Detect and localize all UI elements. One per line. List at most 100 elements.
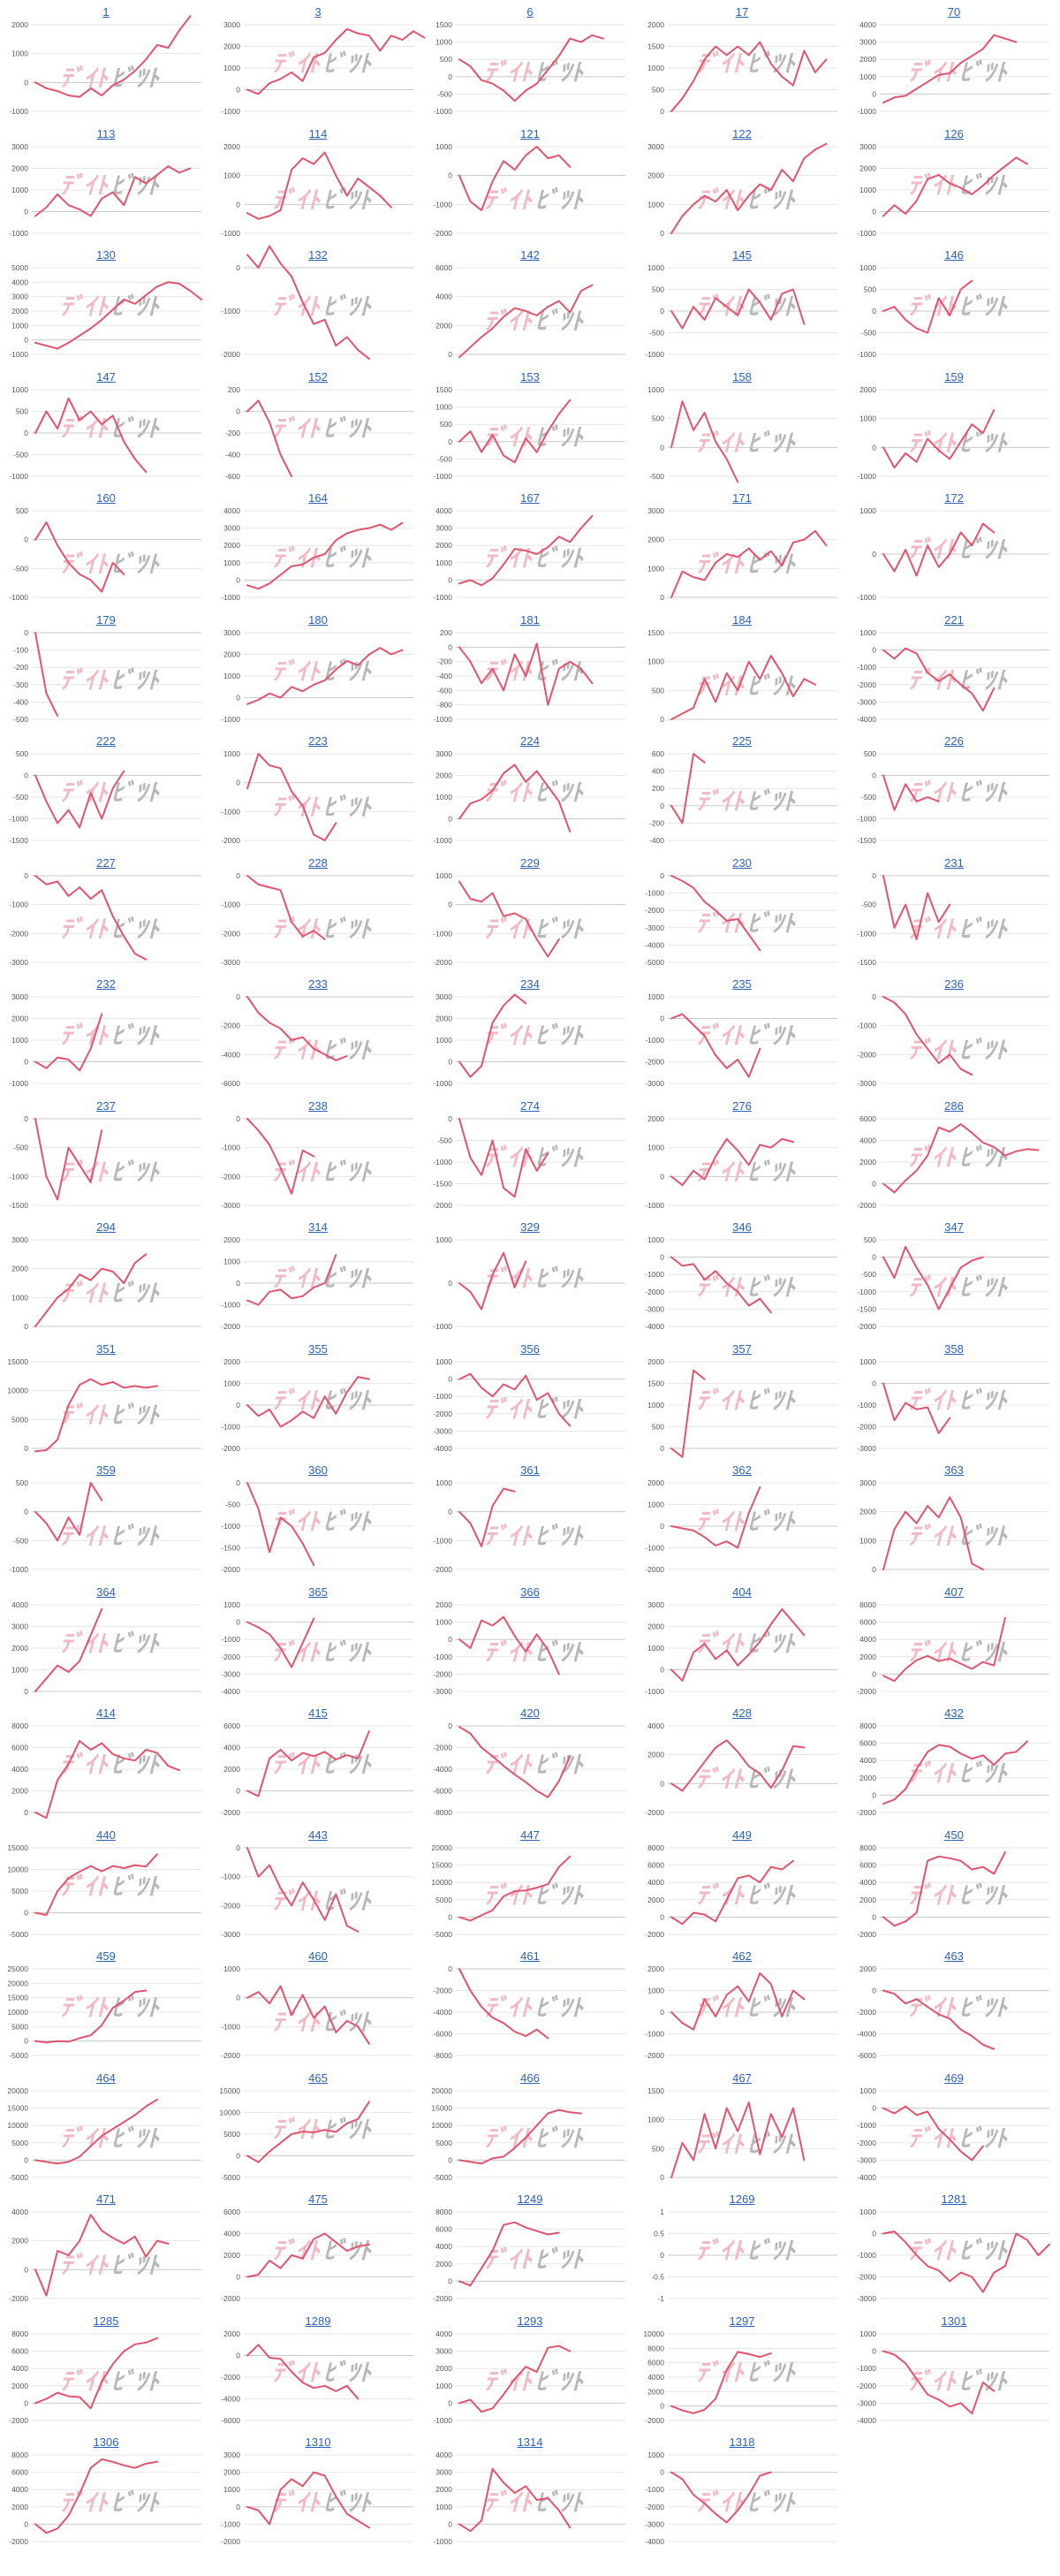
chart-title-link[interactable]: 1310 <box>305 2435 331 2449</box>
chart-title-link[interactable]: 236 <box>944 977 964 991</box>
chart-title-link[interactable]: 167 <box>520 491 540 505</box>
chart-title-link[interactable]: 414 <box>96 1706 116 1720</box>
chart-title-link[interactable]: 164 <box>308 491 328 505</box>
chart-title-link[interactable]: 235 <box>732 977 752 991</box>
chart-title-link[interactable]: 366 <box>520 1584 540 1599</box>
chart-title-link[interactable]: 1249 <box>517 2192 543 2206</box>
chart-title-link[interactable]: 6 <box>526 5 534 19</box>
chart-title-link[interactable]: 160 <box>96 491 116 505</box>
chart-title-link[interactable]: 346 <box>732 1220 752 1234</box>
chart-title-link[interactable]: 184 <box>732 612 752 627</box>
chart-title-link[interactable]: 113 <box>96 126 116 141</box>
chart-title-link[interactable]: 231 <box>944 855 964 870</box>
chart-title-link[interactable]: 153 <box>520 369 540 384</box>
chart-title-link[interactable]: 355 <box>308 1341 328 1356</box>
chart-title-link[interactable]: 230 <box>732 855 752 870</box>
chart-title-link[interactable]: 450 <box>944 1828 964 1842</box>
chart-title-link[interactable]: 469 <box>944 2071 964 2085</box>
chart-title-link[interactable]: 404 <box>732 1584 752 1599</box>
chart-title-link[interactable]: 449 <box>732 1828 752 1842</box>
chart-title-link[interactable]: 1314 <box>517 2435 543 2449</box>
chart-title-link[interactable]: 70 <box>947 5 961 19</box>
chart-title-link[interactable]: 465 <box>308 2071 328 2085</box>
chart-title-link[interactable]: 226 <box>944 734 964 748</box>
chart-title-link[interactable]: 3 <box>314 5 322 19</box>
chart-title-link[interactable]: 466 <box>520 2071 540 2085</box>
chart-title-link[interactable]: 274 <box>520 1098 540 1113</box>
chart-title-link[interactable]: 180 <box>308 612 328 627</box>
chart-title-link[interactable]: 440 <box>96 1828 116 1842</box>
chart-title-link[interactable]: 223 <box>308 734 328 748</box>
chart-title-link[interactable]: 158 <box>732 369 752 384</box>
chart-title-link[interactable]: 122 <box>732 126 752 141</box>
chart-title-link[interactable]: 232 <box>96 977 116 991</box>
chart-title-link[interactable]: 130 <box>96 248 116 262</box>
chart-title-link[interactable]: 233 <box>308 977 328 991</box>
chart-title-link[interactable]: 351 <box>96 1341 116 1356</box>
chart-title-link[interactable]: 471 <box>96 2192 116 2206</box>
chart-title-link[interactable]: 152 <box>308 369 328 384</box>
chart-title-link[interactable]: 460 <box>308 1949 328 1963</box>
chart-title-link[interactable]: 362 <box>732 1463 752 1477</box>
chart-title-link[interactable]: 360 <box>308 1463 328 1477</box>
chart-title-link[interactable]: 459 <box>96 1949 116 1963</box>
chart-title-link[interactable]: 420 <box>520 1706 540 1720</box>
chart-title-link[interactable]: 464 <box>96 2071 116 2085</box>
chart-title-link[interactable]: 126 <box>944 126 964 141</box>
chart-title-link[interactable]: 1 <box>102 5 110 19</box>
chart-title-link[interactable]: 145 <box>732 248 752 262</box>
chart-title-link[interactable]: 329 <box>520 1220 540 1234</box>
chart-title-link[interactable]: 286 <box>944 1098 964 1113</box>
chart-title-link[interactable]: 294 <box>96 1220 116 1234</box>
chart-title-link[interactable]: 276 <box>732 1098 752 1113</box>
chart-title-link[interactable]: 1285 <box>93 2314 119 2328</box>
chart-title-link[interactable]: 475 <box>308 2192 328 2206</box>
chart-title-link[interactable]: 225 <box>732 734 752 748</box>
chart-title-link[interactable]: 121 <box>520 126 540 141</box>
chart-title-link[interactable]: 172 <box>944 491 964 505</box>
chart-title-link[interactable]: 432 <box>944 1706 964 1720</box>
chart-title-link[interactable]: 222 <box>96 734 116 748</box>
chart-title-link[interactable]: 447 <box>520 1828 540 1842</box>
chart-title-link[interactable]: 314 <box>308 1220 328 1234</box>
chart-title-link[interactable]: 1289 <box>305 2314 331 2328</box>
chart-title-link[interactable]: 461 <box>520 1949 540 1963</box>
chart-title-link[interactable]: 1301 <box>941 2314 967 2328</box>
chart-title-link[interactable]: 181 <box>520 612 540 627</box>
chart-title-link[interactable]: 1293 <box>517 2314 543 2328</box>
chart-title-link[interactable]: 132 <box>308 248 328 262</box>
chart-title-link[interactable]: 234 <box>520 977 540 991</box>
chart-title-link[interactable]: 146 <box>944 248 964 262</box>
chart-title-link[interactable]: 463 <box>944 1949 964 1963</box>
chart-title-link[interactable]: 364 <box>96 1584 116 1599</box>
chart-title-link[interactable]: 407 <box>944 1584 964 1599</box>
chart-title-link[interactable]: 1306 <box>93 2435 119 2449</box>
chart-title-link[interactable]: 359 <box>96 1463 116 1477</box>
chart-title-link[interactable]: 238 <box>308 1098 328 1113</box>
chart-title-link[interactable]: 356 <box>520 1341 540 1356</box>
chart-title-link[interactable]: 363 <box>944 1463 964 1477</box>
chart-title-link[interactable]: 1269 <box>729 2192 755 2206</box>
chart-title-link[interactable]: 228 <box>308 855 328 870</box>
chart-title-link[interactable]: 114 <box>308 126 328 141</box>
chart-title-link[interactable]: 415 <box>308 1706 328 1720</box>
chart-title-link[interactable]: 428 <box>732 1706 752 1720</box>
chart-title-link[interactable]: 1281 <box>941 2192 967 2206</box>
chart-title-link[interactable]: 221 <box>944 612 964 627</box>
chart-title-link[interactable]: 462 <box>732 1949 752 1963</box>
chart-title-link[interactable]: 467 <box>732 2071 752 2085</box>
chart-title-link[interactable]: 358 <box>944 1341 964 1356</box>
chart-title-link[interactable]: 357 <box>732 1341 752 1356</box>
chart-title-link[interactable]: 142 <box>520 248 540 262</box>
chart-title-link[interactable]: 361 <box>520 1463 540 1477</box>
chart-title-link[interactable]: 365 <box>308 1584 328 1599</box>
chart-title-link[interactable]: 147 <box>96 369 116 384</box>
chart-title-link[interactable]: 227 <box>96 855 116 870</box>
chart-title-link[interactable]: 347 <box>944 1220 964 1234</box>
chart-title-link[interactable]: 224 <box>520 734 540 748</box>
chart-title-link[interactable]: 1318 <box>729 2435 755 2449</box>
chart-title-link[interactable]: 237 <box>96 1098 116 1113</box>
chart-title-link[interactable]: 171 <box>732 491 752 505</box>
chart-title-link[interactable]: 443 <box>308 1828 328 1842</box>
chart-title-link[interactable]: 17 <box>735 5 749 19</box>
